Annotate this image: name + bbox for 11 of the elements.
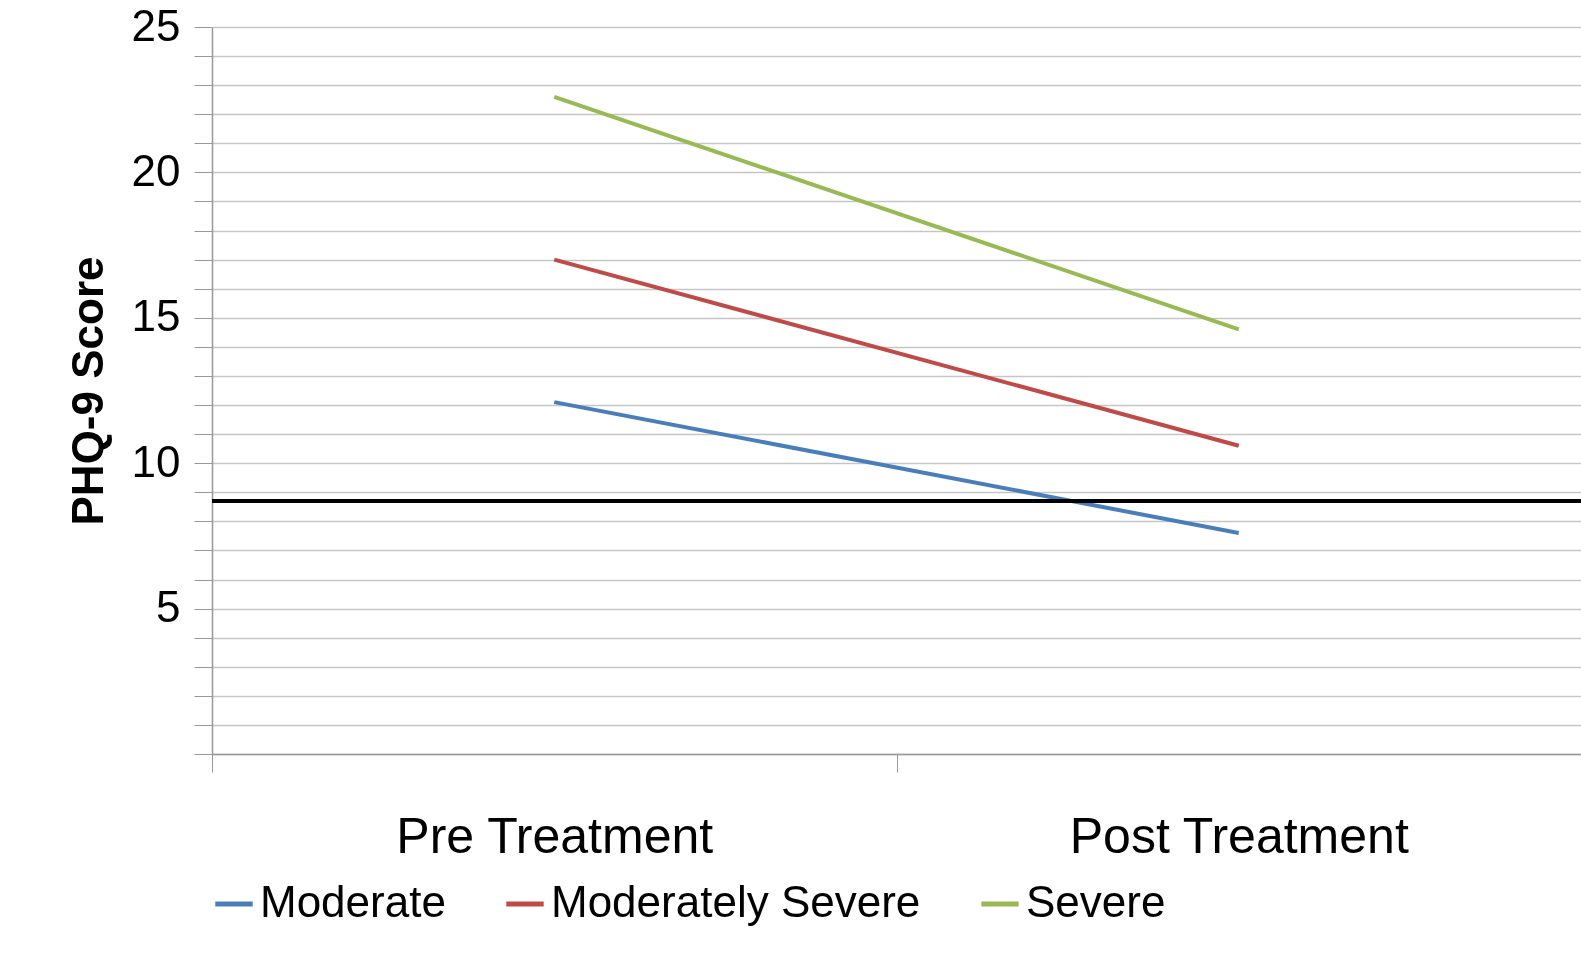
legend-label: Severe: [1026, 877, 1166, 926]
y-tick-label: 20: [131, 145, 181, 195]
x-tick-label: Pre Treatment: [396, 807, 714, 864]
y-tick-label: 5: [156, 582, 181, 632]
legend-label: Moderate: [260, 877, 446, 926]
y-tick-label: 25: [131, 0, 181, 50]
y-tick-label: 10: [131, 436, 181, 486]
legend-label: Moderately Severe: [551, 877, 921, 926]
y-axis-title: PHQ-9 Score: [62, 256, 112, 526]
x-tick-label: Post Treatment: [1069, 807, 1409, 864]
y-tick-label: 15: [131, 291, 181, 341]
